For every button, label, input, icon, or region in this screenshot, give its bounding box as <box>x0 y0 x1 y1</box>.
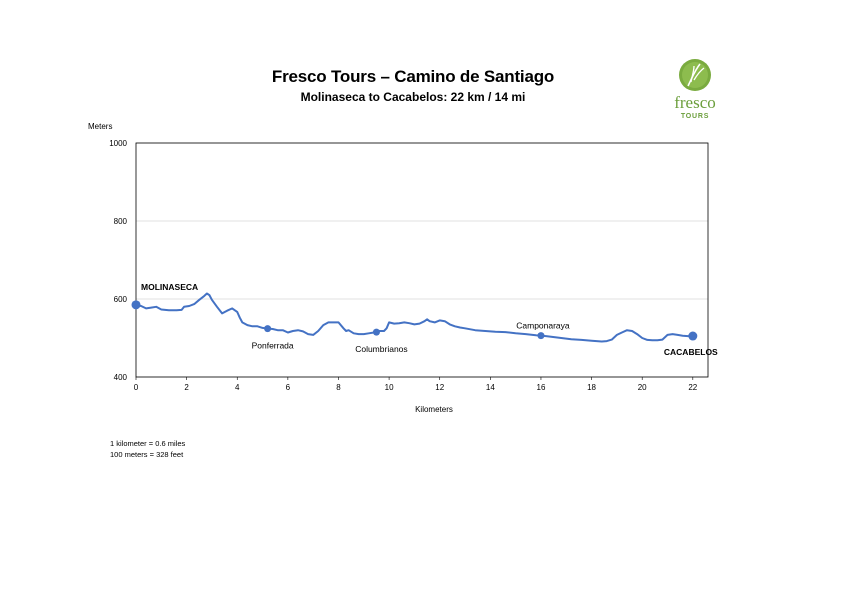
chart-title: Fresco Tours – Camino de Santiago <box>271 67 555 86</box>
x-tick-label: 18 <box>587 383 596 392</box>
y-axis-label: Meters <box>88 122 112 131</box>
town-marker-point <box>372 328 380 336</box>
x-tick-label: 22 <box>688 383 697 392</box>
x-tick-label: 4 <box>235 383 240 392</box>
x-tick-label: 6 <box>286 383 291 392</box>
plot-area-frame <box>135 142 709 378</box>
x-tick-label: 16 <box>537 383 546 392</box>
chart-subtitle: Molinaseca to Cacabelos: 22 km / 14 mi <box>300 90 526 104</box>
fresco-logo: fresco TOURS <box>664 58 730 124</box>
note-meters: 100 meters = 328 feet <box>110 449 184 459</box>
x-tick-label: 8 <box>336 383 341 392</box>
tick-labels: 400 600 800 1000 0 2 4 6 8 10 12 14 16 18 20 22 <box>109 139 698 392</box>
town-marker-label: Columbrianos <box>355 344 407 354</box>
y-tick-label: 1000 <box>109 139 127 148</box>
x-axis-label: Kilometers <box>415 405 453 414</box>
town-marker-label: Ponferrada <box>252 341 294 351</box>
elevation-line <box>135 292 693 343</box>
conversion-notes: 1 kilometer = 0.6 miles 100 meters = 328… <box>110 439 185 460</box>
town-marker-label: MOLINASECA <box>141 282 198 292</box>
town-marker-label: Camponaraya <box>516 321 570 331</box>
note-km: 1 kilometer = 0.6 miles <box>110 439 186 448</box>
town-marker-point <box>264 325 272 333</box>
leaf-icon <box>679 59 711 91</box>
x-tick-label: 14 <box>486 383 495 392</box>
town-marker-point <box>537 332 545 340</box>
logo-name: fresco <box>674 93 716 112</box>
gridlines <box>136 142 708 378</box>
y-tick-label: 800 <box>114 217 128 226</box>
elevation-series <box>135 292 693 343</box>
town-marker-point <box>131 300 141 310</box>
y-tick-label: 400 <box>114 373 128 382</box>
x-tick-label: 10 <box>385 383 394 392</box>
y-tick-label: 600 <box>114 295 128 304</box>
x-tick-label: 20 <box>638 383 647 392</box>
town-markers: MOLINASECA Ponferrada Columbrianos Camponar… <box>131 282 718 357</box>
logo-tagline: TOURS <box>680 113 710 120</box>
town-marker-label: CACABELOS <box>664 347 718 357</box>
x-tick-label: 2 <box>184 383 189 392</box>
x-tick-label: 0 <box>134 383 139 392</box>
x-tick-label: 12 <box>435 383 444 392</box>
town-marker-point <box>688 331 698 341</box>
